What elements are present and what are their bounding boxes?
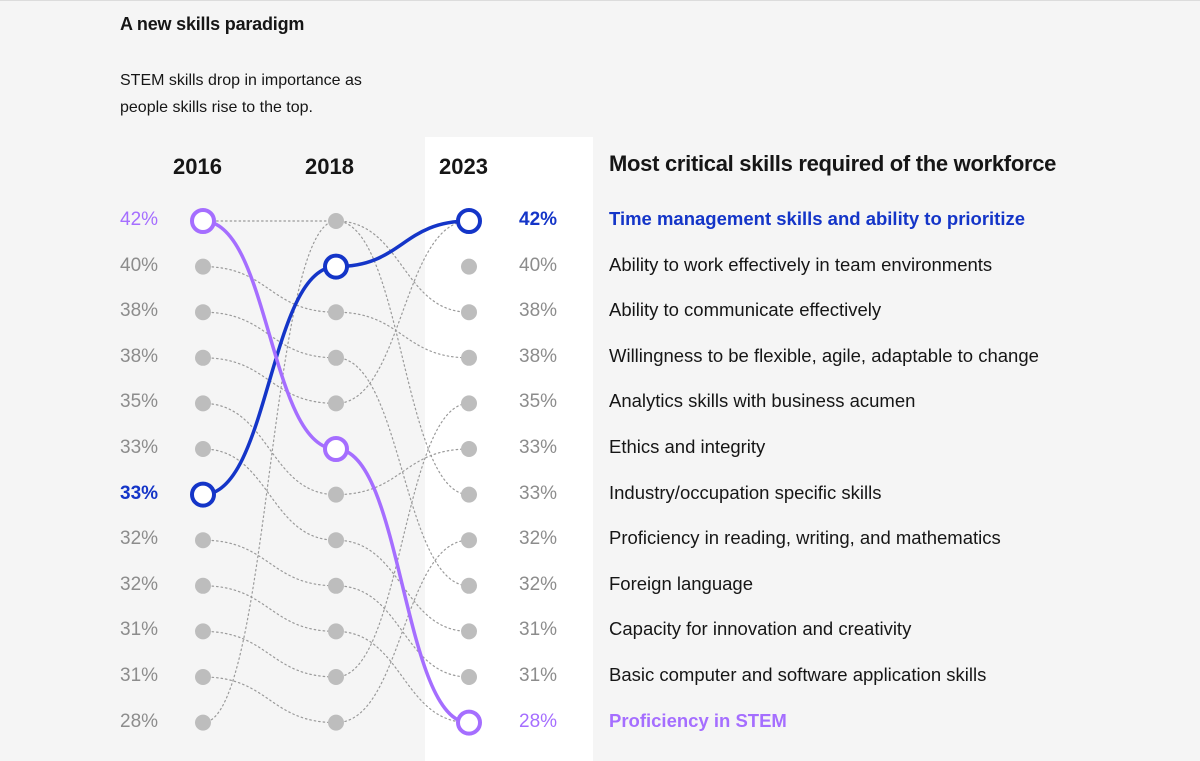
percent-label-2016: 42% [120,209,159,230]
rank-node [461,395,477,412]
time-management-series-node [456,208,482,234]
rank-node [461,486,477,503]
stem-series-node [456,709,482,736]
top-divider [0,0,1200,1]
skill-label: Ability to work effectively in team envi… [609,253,993,275]
rank-node [195,349,211,366]
rank-node [195,532,211,549]
percent-label-2023: 42% [519,209,558,230]
percent-label-2016: 31% [120,619,159,641]
percent-label-2016: 32% [120,573,159,595]
rank-node [461,623,477,640]
percent-label-2016: 28% [120,710,159,732]
rank-node [328,304,344,321]
percent-label-2023: 32% [519,528,558,550]
percent-label-2023: 40% [519,254,558,276]
skill-label: Proficiency in reading, writing, and mat… [609,527,1001,549]
percent-label-2016: 40% [120,254,159,276]
time-management-series-line [202,219,470,497]
rank-node [328,349,344,366]
rank-node [328,623,344,640]
background-connector [202,220,470,724]
rank-node [328,669,344,685]
chart-subtitle: STEM skills drop in importance as people… [120,72,362,116]
skills-list-title: Most critical skills required of the wor… [609,151,1057,176]
rank-node [195,441,211,457]
highlight-column-2023 [425,137,593,761]
rank-node [195,258,211,275]
percent-label-2016: 32% [120,528,159,550]
background-connector [202,266,470,359]
rank-node [461,258,477,275]
rank-node [461,441,477,457]
stem-series-line [202,219,470,725]
background-connector [202,448,470,632]
percent-label-2016: 31% [120,665,159,686]
skill-label: Time management skills and ability to pr… [609,208,1026,229]
rank-node [461,577,477,594]
background-connector [202,585,470,724]
rank-node [195,623,211,640]
percent-label-2023: 33% [519,437,558,458]
percent-label-2016: 38% [120,300,159,322]
percent-label-2016: 33% [120,437,159,458]
time-management-series-node [190,481,216,508]
percent-label-2023: 38% [519,300,558,322]
rank-node [461,349,477,366]
rank-node [195,669,211,685]
skill-label: Willingness to be flexible, agile, adapt… [609,344,1039,366]
background-connector [202,402,470,678]
rank-node [195,304,211,321]
percent-label-2016: 38% [120,345,159,367]
rank-node [328,714,344,731]
percent-label-2016: 35% [120,391,159,413]
stem-series-node [323,436,349,462]
percent-label-2023: 28% [519,710,558,732]
time-management-series-node [323,253,349,280]
percent-label-2023: 38% [519,345,558,367]
percent-label-2023: 35% [519,391,558,413]
stem-series-node [190,208,216,234]
background-connector [202,402,470,496]
rank-node [328,395,344,412]
rank-node [461,669,477,685]
rank-node [328,486,344,503]
skill-label: Foreign language [609,572,753,594]
background-connector [202,539,470,678]
percent-label-2016: 33% [120,482,159,504]
skill-label: Industry/occupation specific skills [609,481,882,503]
rank-node [195,395,211,412]
year-label-2023: 2023 [439,154,488,179]
rank-node [328,532,344,549]
background-connector [202,539,470,724]
percent-label-2023: 31% [519,619,558,641]
skill-label: Analytics skills with business acumen [609,390,916,412]
rank-node [195,577,211,594]
rank-node [461,304,477,321]
percent-label-2023: 32% [519,573,558,595]
skill-label: Capacity for innovation and creativity [609,618,912,640]
rank-node [195,714,211,731]
skill-label: Ability to communicate effectively [609,299,882,321]
skill-label: Ethics and integrity [609,436,766,457]
chart-title: A new skills paradigm [120,14,305,34]
year-label-2016: 2016 [173,154,222,179]
rank-node [461,532,477,549]
skill-label: Basic computer and software application … [609,664,987,685]
percent-label-2023: 33% [519,482,558,504]
percent-label-2023: 31% [519,665,558,686]
rank-node [328,213,344,229]
year-label-2018: 2018 [305,154,354,179]
skill-label: Proficiency in STEM [609,709,787,731]
rank-node [328,577,344,594]
background-connector [202,220,470,313]
